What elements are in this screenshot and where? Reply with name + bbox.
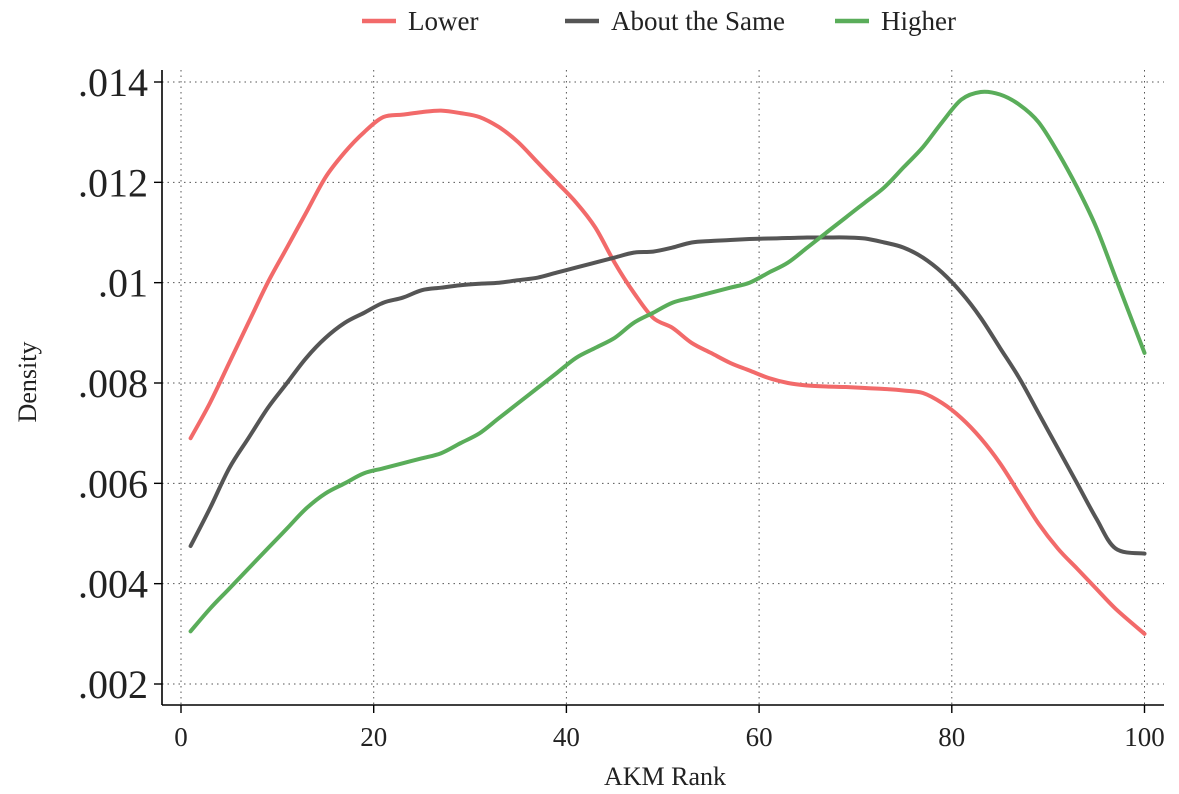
x-axis-title: AKM Rank	[604, 762, 726, 791]
x-tick-label: 40	[553, 722, 580, 752]
series-lines	[188, 89, 1147, 636]
y-tick-label: .002	[78, 662, 148, 707]
x-tick-label: 20	[360, 722, 387, 752]
y-tick-label: .006	[78, 461, 148, 506]
series-line-higher	[188, 89, 1147, 634]
legend-label-about-the-same: About the Same	[611, 6, 785, 36]
x-tick-label: 100	[1124, 722, 1165, 752]
y-tick-label: .01	[98, 261, 148, 306]
series-line-lower	[188, 108, 1147, 636]
grid-lines	[162, 70, 1164, 705]
y-tick-label: .012	[78, 160, 148, 205]
x-axis-ticks: 0 20 40 60 80 100	[174, 705, 1165, 752]
axes	[161, 70, 1164, 706]
series-line-about-the-same	[188, 235, 1147, 556]
y-axis-ticks: .002 .004 .006 .008 .01 .012 .014	[78, 60, 162, 707]
y-tick-label: .008	[78, 361, 148, 406]
y-axis-title: Density	[13, 342, 42, 423]
x-tick-label: 80	[938, 722, 965, 752]
y-tick-label: .014	[78, 60, 148, 105]
legend-label-lower: Lower	[408, 6, 478, 36]
y-tick-label: .004	[78, 562, 148, 607]
x-tick-label: 60	[746, 722, 773, 752]
x-tick-label: 0	[174, 722, 188, 752]
legend-label-higher: Higher	[881, 6, 956, 36]
legend: Lower About the Same Higher	[362, 6, 956, 36]
